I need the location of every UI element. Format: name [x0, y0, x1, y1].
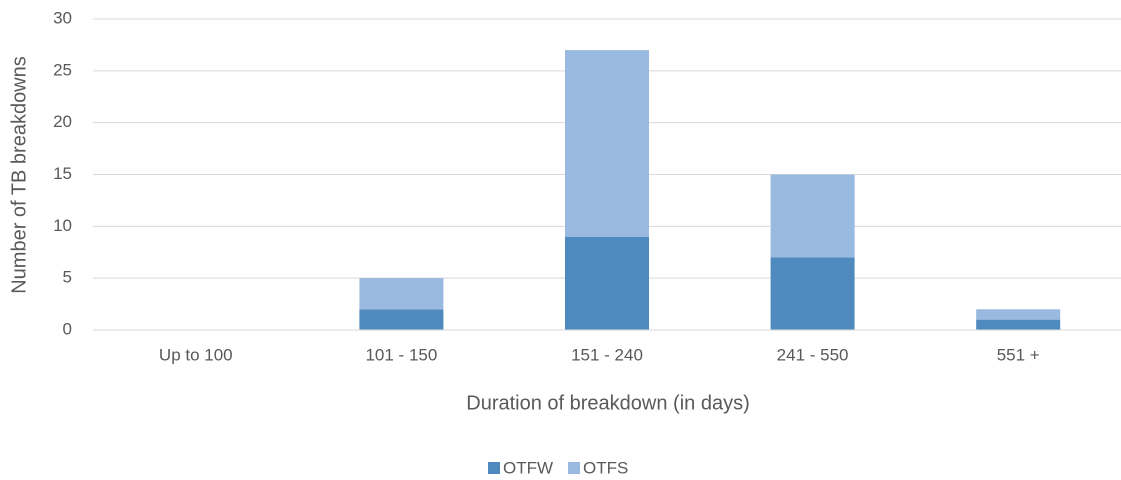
y-tick-label: 5	[63, 268, 72, 287]
legend-label: OTFS	[583, 458, 628, 477]
bar-segment	[770, 257, 855, 330]
y-tick-label: 0	[63, 319, 72, 338]
bar-segment	[359, 309, 444, 330]
bar-segment	[770, 174, 855, 258]
x-tick-label: Up to 100	[159, 345, 233, 364]
legend-swatch	[568, 462, 580, 474]
x-tick-label: 101 - 150	[365, 345, 437, 364]
legend-label: OTFW	[503, 458, 553, 477]
legend-swatch	[488, 462, 500, 474]
x-tick-label: 551 +	[997, 345, 1040, 364]
bar-segment	[976, 309, 1061, 320]
y-tick-label: 20	[53, 112, 72, 131]
x-tick-label: 241 - 550	[777, 345, 849, 364]
y-tick-label: 10	[53, 216, 72, 235]
y-tick-label: 30	[53, 8, 72, 27]
bar-segment	[359, 278, 444, 310]
y-tick-label: 25	[53, 60, 72, 79]
bar-segment	[565, 50, 649, 237]
y-tick-label: 15	[53, 164, 72, 183]
x-axis-title: Duration of breakdown (in days)	[466, 392, 749, 414]
bar-segment	[976, 319, 1061, 330]
y-axis-title: Number of TB breakdowns	[8, 56, 30, 294]
x-tick-label: 151 - 240	[571, 345, 643, 364]
bar-segment	[565, 236, 649, 330]
